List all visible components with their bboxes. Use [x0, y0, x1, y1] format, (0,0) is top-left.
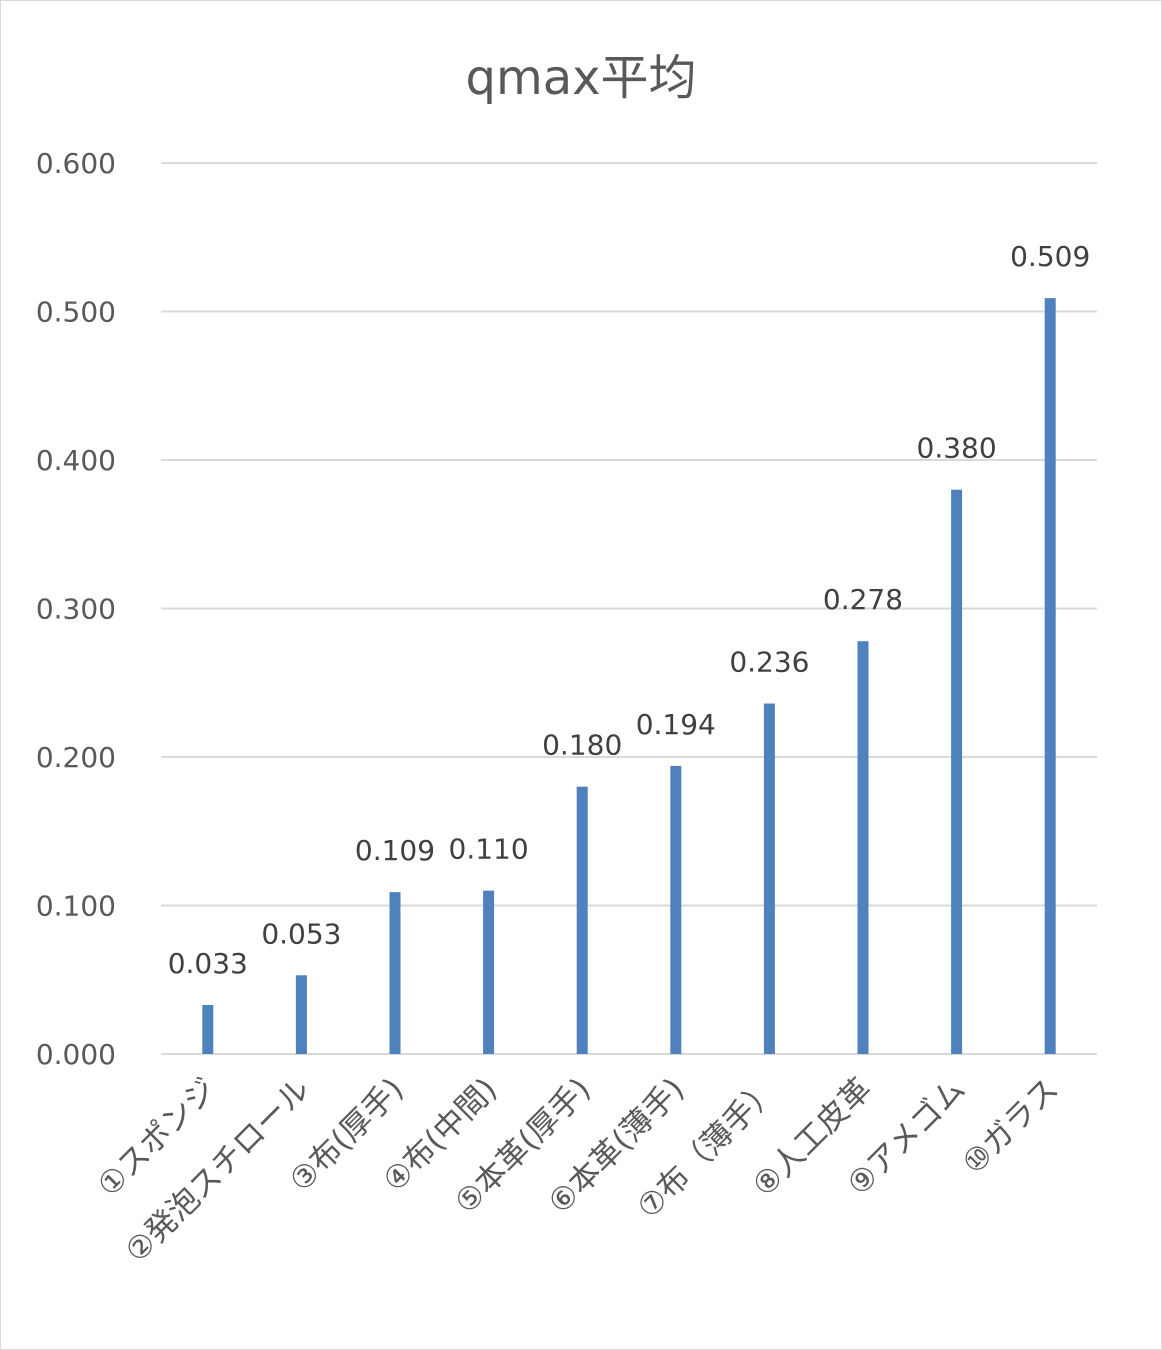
y-tick-label: 0.500 — [36, 296, 116, 329]
bar — [857, 641, 869, 1054]
bar — [670, 765, 682, 1054]
chart-title: qmax平均 — [465, 50, 696, 106]
bar — [763, 703, 775, 1054]
bar-value-label: 0.509 — [1010, 240, 1090, 273]
bar — [576, 786, 588, 1054]
bar — [483, 890, 495, 1054]
bar-value-label: 0.236 — [729, 646, 809, 679]
gridlines — [161, 162, 1097, 1055]
bar — [202, 1004, 214, 1054]
y-tick-label: 0.000 — [36, 1038, 116, 1071]
y-tick-label: 0.400 — [36, 444, 116, 477]
bar-value-label: 0.278 — [823, 583, 903, 616]
bar-value-label: 0.380 — [917, 432, 997, 465]
bar-value-label: 0.053 — [261, 917, 341, 950]
y-tick-label: 0.600 — [36, 147, 116, 180]
bar — [951, 489, 963, 1054]
bar — [295, 975, 307, 1054]
bar-value-label: 0.180 — [542, 729, 622, 762]
y-axis-ticks: 0.000 0.100 0.200 0.300 0.400 0.500 0.600 — [36, 147, 116, 1071]
bars — [202, 298, 1056, 1054]
bar-value-label: 0.194 — [636, 708, 716, 741]
x-axis-categories: ①スポンジ②発泡スチロール③布(厚手)④布(中間)⑤本革(厚手)⑥本革(薄手)⑦… — [91, 1071, 1066, 1270]
y-tick-label: 0.300 — [36, 593, 116, 626]
bar-value-label: 0.110 — [449, 833, 529, 866]
data-labels: 0.033 0.053 0.109 0.110 0.180 0.194 0.236 0.278… — [168, 240, 1091, 980]
bar-value-label: 0.109 — [355, 834, 435, 867]
x-category-label: ⑩ガラス — [955, 1071, 1065, 1181]
bar-value-label: 0.033 — [168, 947, 248, 980]
bar — [389, 892, 401, 1054]
y-tick-label: 0.200 — [36, 741, 116, 774]
bar — [1044, 298, 1056, 1054]
y-tick-label: 0.100 — [36, 890, 116, 923]
